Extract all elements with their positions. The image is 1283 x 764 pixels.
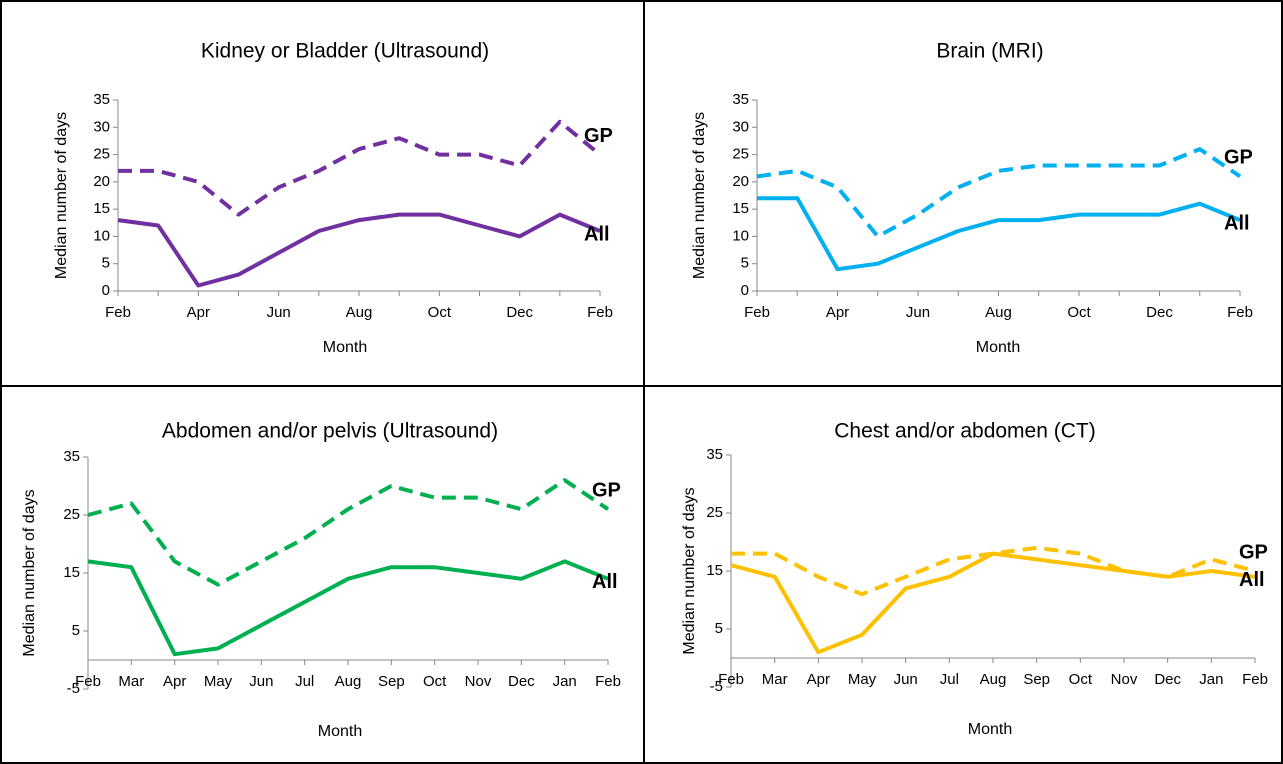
y-tick-label: 20	[732, 173, 749, 190]
chart-title: Kidney or Bladder (Ultrasound)	[201, 40, 489, 63]
x-tick-label: Feb	[595, 673, 621, 690]
x-tick-label: Apr	[826, 304, 849, 321]
x-tick-label: Sep	[1023, 671, 1050, 688]
y-tick-label: 25	[63, 506, 80, 523]
series-label: GP	[592, 479, 621, 501]
x-tick-label: Jul	[940, 671, 959, 688]
x-tick-label: Jun	[894, 671, 918, 688]
x-tick-label: Nov	[465, 673, 492, 690]
series-label: All	[584, 223, 610, 245]
x-tick-label: Mar	[118, 673, 144, 690]
x-tick-label: Apr	[807, 671, 830, 688]
x-tick-label: Feb	[587, 304, 613, 321]
x-tick-label: Aug	[346, 304, 373, 321]
y-tick-label: -5	[67, 680, 80, 697]
chart-title: Abdomen and/or pelvis (Ultrasound)	[162, 420, 498, 443]
series-line	[757, 196, 1241, 272]
x-tick-label: Dec	[1154, 671, 1181, 688]
y-tick-label: 25	[93, 146, 110, 163]
x-tick-label: Jul	[295, 673, 314, 690]
y-tick-label: -5	[710, 678, 723, 695]
x-tick-label: Apr	[163, 673, 186, 690]
y-tick-label: 35	[732, 91, 749, 108]
x-tick-label: Oct	[428, 304, 452, 321]
series-line	[756, 147, 1242, 239]
x-tick-label: Dec	[506, 304, 533, 321]
series-line	[731, 545, 1256, 597]
series-line	[117, 212, 601, 288]
x-tick-label: Aug	[985, 304, 1012, 321]
y-tick-label: 5	[72, 622, 80, 639]
x-tick-label: May	[848, 671, 877, 688]
y-tick-label: 0	[102, 282, 110, 299]
x-tick-label: Aug	[980, 671, 1007, 688]
y-axis-label: Median number of days	[53, 112, 70, 279]
x-tick-label: Feb	[718, 671, 744, 688]
series-label: All	[592, 571, 618, 593]
y-axis-label: Median number of days	[21, 489, 38, 656]
series-label: All	[1224, 212, 1250, 234]
y-tick-label: 15	[732, 200, 749, 217]
y-tick-label: 10	[93, 227, 110, 244]
x-axis-label: Month	[323, 339, 367, 356]
x-tick-label: Jan	[553, 673, 577, 690]
y-tick-label: 0	[741, 282, 749, 299]
series-label: All	[1239, 569, 1265, 591]
x-tick-label: Oct	[423, 673, 447, 690]
y-tick-label: 15	[706, 562, 723, 579]
y-tick-label: 10	[732, 227, 749, 244]
x-tick-label: Sep	[378, 673, 405, 690]
y-tick-label: 35	[63, 448, 80, 465]
series-line	[87, 559, 609, 657]
series-label: GP	[1224, 147, 1253, 169]
y-tick-label: 25	[706, 504, 723, 521]
y-axis-label: Median number of days	[691, 112, 708, 279]
x-tick-label: Nov	[1111, 671, 1138, 688]
y-tick-label: 15	[63, 564, 80, 581]
x-tick-label: Oct	[1069, 671, 1093, 688]
y-tick-label: 5	[102, 255, 110, 272]
x-tick-label: Oct	[1067, 304, 1091, 321]
x-tick-label: Jan	[1199, 671, 1223, 688]
y-tick-label: 5	[741, 255, 749, 272]
chart-title: Brain (MRI)	[936, 40, 1043, 63]
y-tick-label: 5	[715, 620, 723, 637]
x-tick-label: Feb	[744, 304, 770, 321]
y-tick-label: 35	[706, 446, 723, 463]
x-tick-label: Jun	[267, 304, 291, 321]
x-axis-label: Month	[968, 721, 1012, 738]
series-line	[118, 119, 602, 217]
x-tick-label: Feb	[75, 673, 101, 690]
x-tick-label: Jun	[906, 304, 930, 321]
y-tick-label: 15	[93, 200, 110, 217]
x-tick-label: Mar	[762, 671, 788, 688]
y-tick-label: 35	[93, 91, 110, 108]
y-tick-label: 20	[93, 173, 110, 190]
series-line	[87, 478, 610, 587]
x-tick-label: Feb	[105, 304, 131, 321]
x-tick-label: Apr	[187, 304, 210, 321]
y-axis-label: Median number of days	[681, 487, 698, 654]
x-tick-label: Dec	[508, 673, 535, 690]
x-tick-label: May	[204, 673, 233, 690]
series-line	[730, 551, 1256, 655]
chart-title: Chest and/or abdomen (CT)	[834, 420, 1095, 443]
y-tick-label: 30	[732, 118, 749, 135]
y-tick-label: 30	[93, 118, 110, 135]
x-tick-label: Feb	[1242, 671, 1268, 688]
x-axis-label: Month	[976, 339, 1020, 356]
x-tick-label: Jun	[249, 673, 273, 690]
x-axis-label: Month	[318, 723, 362, 740]
x-tick-label: Dec	[1146, 304, 1173, 321]
x-tick-label: Aug	[335, 673, 362, 690]
series-label: GP	[584, 125, 613, 147]
series-label: GP	[1239, 541, 1268, 563]
y-tick-label: 25	[732, 146, 749, 163]
x-tick-label: Feb	[1227, 304, 1253, 321]
